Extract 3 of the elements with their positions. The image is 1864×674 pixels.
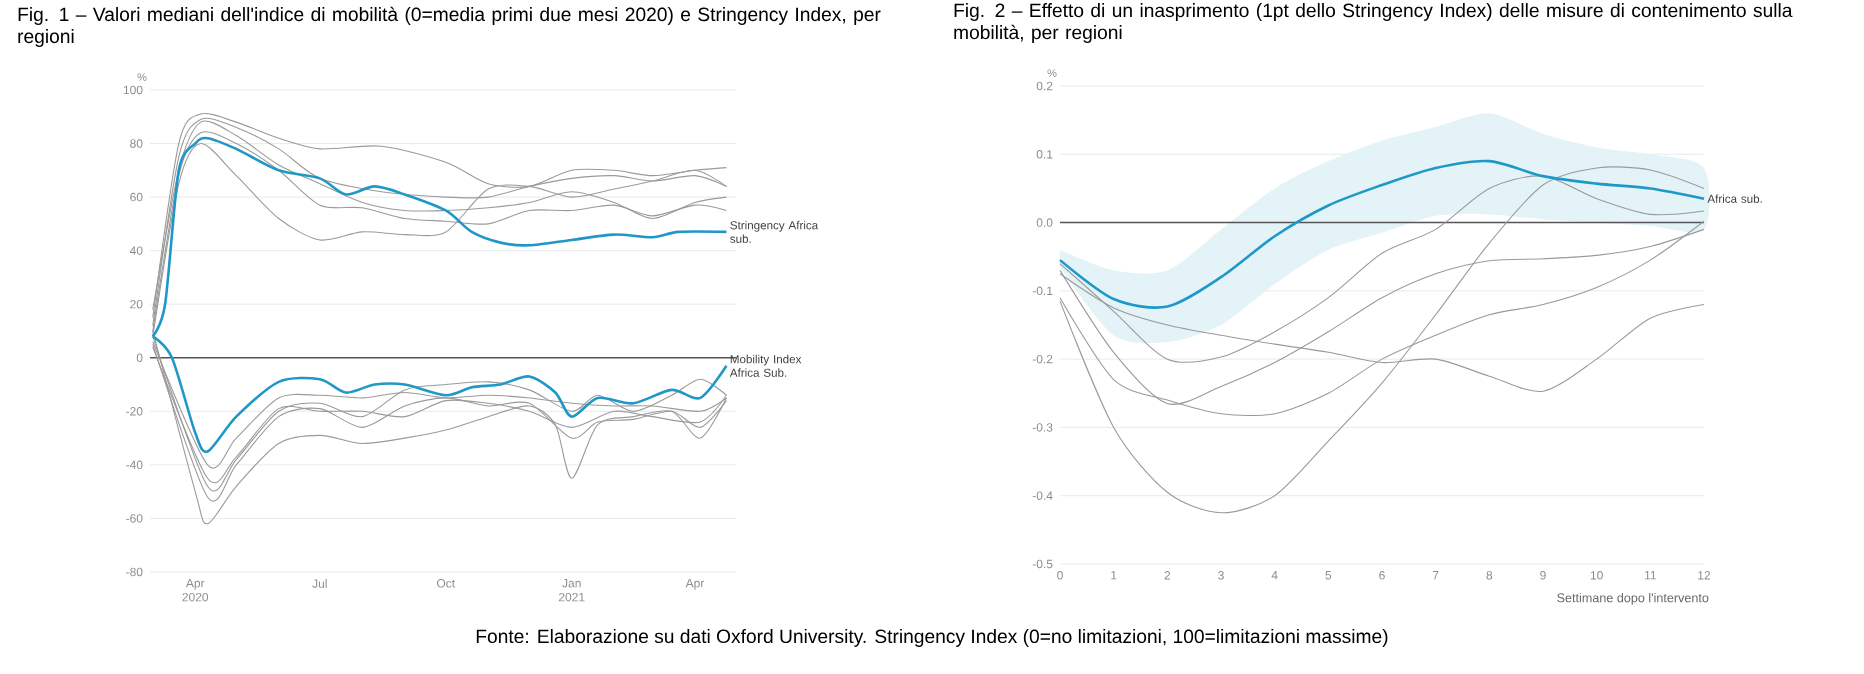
chart-title: Fig. 2 – Effetto di un inasprimento (1pt dello Stringency Index) delle misure di contenimento sulla mobilità, per regioni <box>954 3 1793 43</box>
source-note: Fonte: Elaborazione su dati Oxford University. Stringency Index (0=no limitazioni, 100=limitazioni massime) <box>476 629 1388 647</box>
chart-title: Fig. 1 – Valori mediani dell'indice di mobilità (0=media primi due mesi 2020) e Stringency Index, per regioni <box>18 6 881 47</box>
